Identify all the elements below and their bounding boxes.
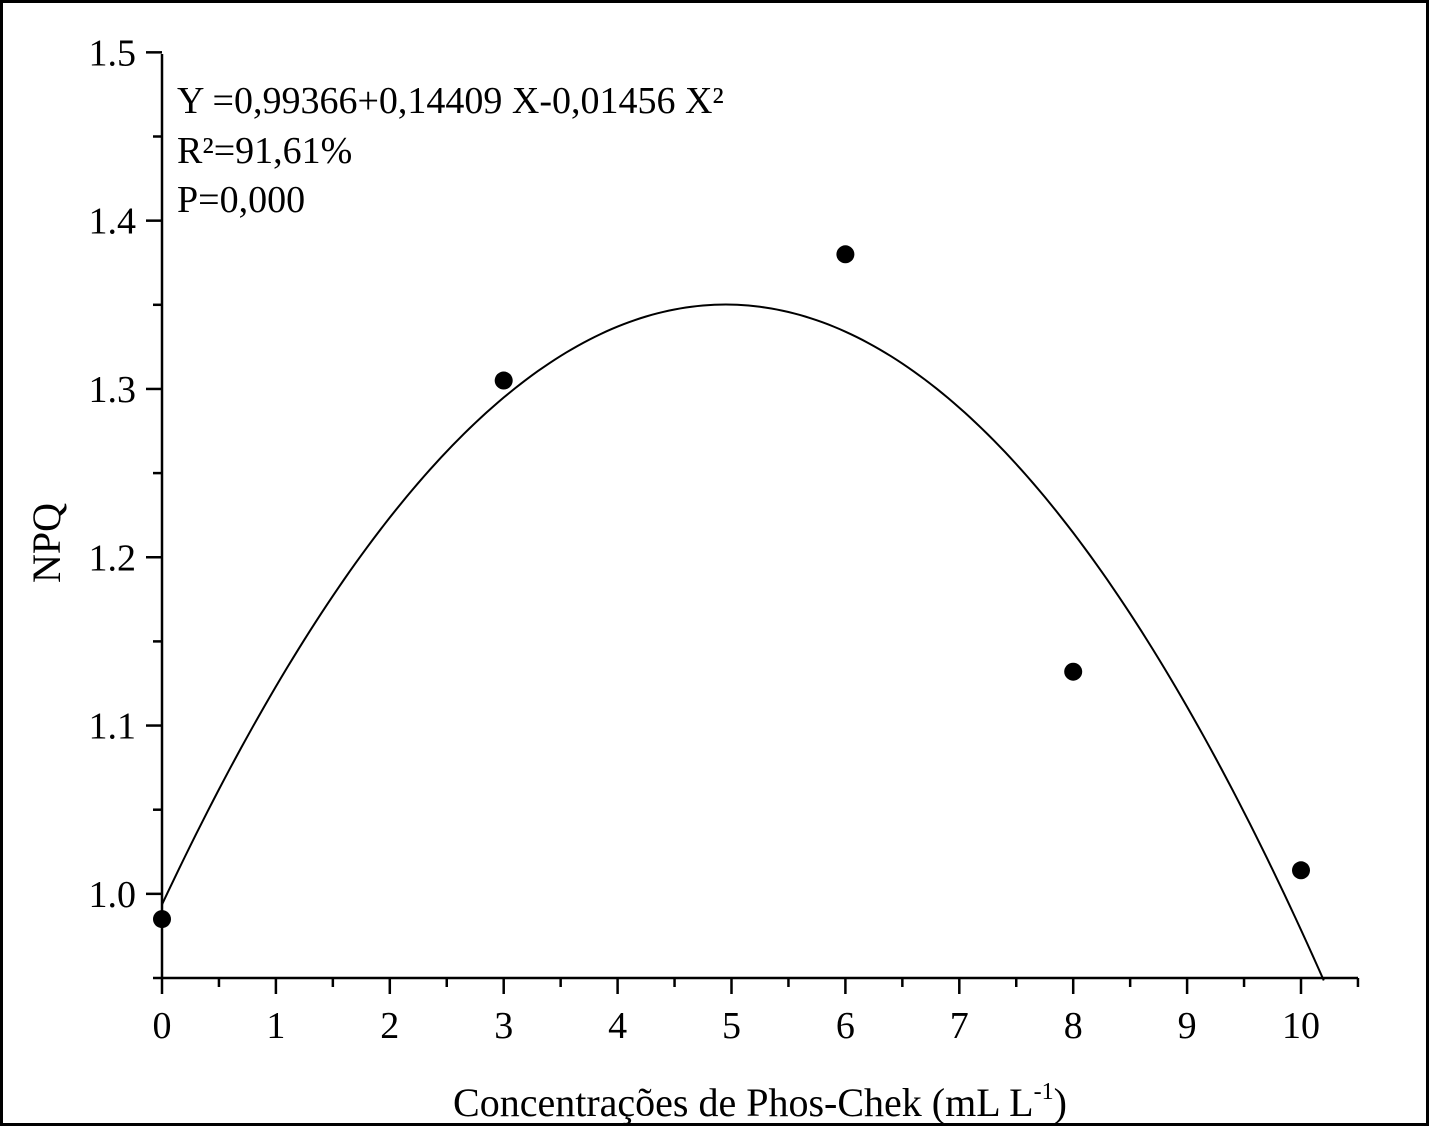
axes: 0 1 2 3 4 5 6 7 8 9 10 1.0 1.1 1.2 1.3 1.4 1.5	[89, 32, 1360, 1047]
annotation-layer: Y =0,99366+0,14409 X-0,01456 X² R²=91,61…	[177, 80, 724, 221]
chart-svg: 0 1 2 3 4 5 6 7 8 9 10 1.0 1.1 1.2 1.3 1.4 1.5 Y =0,9936…	[24, 32, 1360, 1125]
data-point	[153, 910, 171, 929]
x-tick-label: 4	[608, 1005, 627, 1047]
x-axis-title-superscript: -1	[1034, 1079, 1054, 1105]
x-axis-title-suffix: )	[1054, 1080, 1067, 1125]
x-tick-label: 10	[1282, 1005, 1320, 1047]
x-axis-title: Concentrações de Phos-Chek (mL L-1)	[453, 1079, 1067, 1125]
x-tick-label: 6	[836, 1005, 855, 1047]
data-point	[494, 371, 513, 390]
y-tick-label: 1.2	[89, 537, 137, 579]
y-tick-label: 1.1	[89, 706, 137, 748]
equation-annotation: Y =0,99366+0,14409 X-0,01456 X²	[177, 80, 724, 122]
r-squared-annotation: R²=91,61%	[177, 130, 352, 172]
y-tick-label: 1.4	[89, 201, 137, 243]
data-point	[836, 245, 855, 264]
fit-curve-layer	[161, 303, 1325, 981]
x-tick-label: 3	[494, 1005, 513, 1047]
fit-curve-line	[161, 303, 1325, 981]
x-tick-label: 1	[266, 1005, 285, 1047]
x-tick-label: 5	[722, 1005, 741, 1047]
x-axis-title-main: Concentrações de Phos-Chek (mL L	[453, 1080, 1034, 1125]
y-tick-label: 1.3	[89, 369, 137, 411]
p-value-annotation: P=0,000	[177, 179, 305, 221]
x-tick-label: 0	[153, 1005, 172, 1047]
data-point	[1292, 861, 1310, 880]
data-points-layer	[153, 245, 1310, 929]
x-tick-label: 9	[1178, 1005, 1197, 1047]
y-axis-title: NPQ	[24, 503, 69, 583]
y-tick-label: 1.5	[89, 32, 137, 74]
x-tick-label: 2	[380, 1005, 399, 1047]
data-point	[1064, 662, 1083, 681]
x-tick-label: 7	[950, 1005, 969, 1047]
y-tick-label: 1.0	[89, 874, 137, 916]
x-tick-label: 8	[1064, 1005, 1083, 1047]
